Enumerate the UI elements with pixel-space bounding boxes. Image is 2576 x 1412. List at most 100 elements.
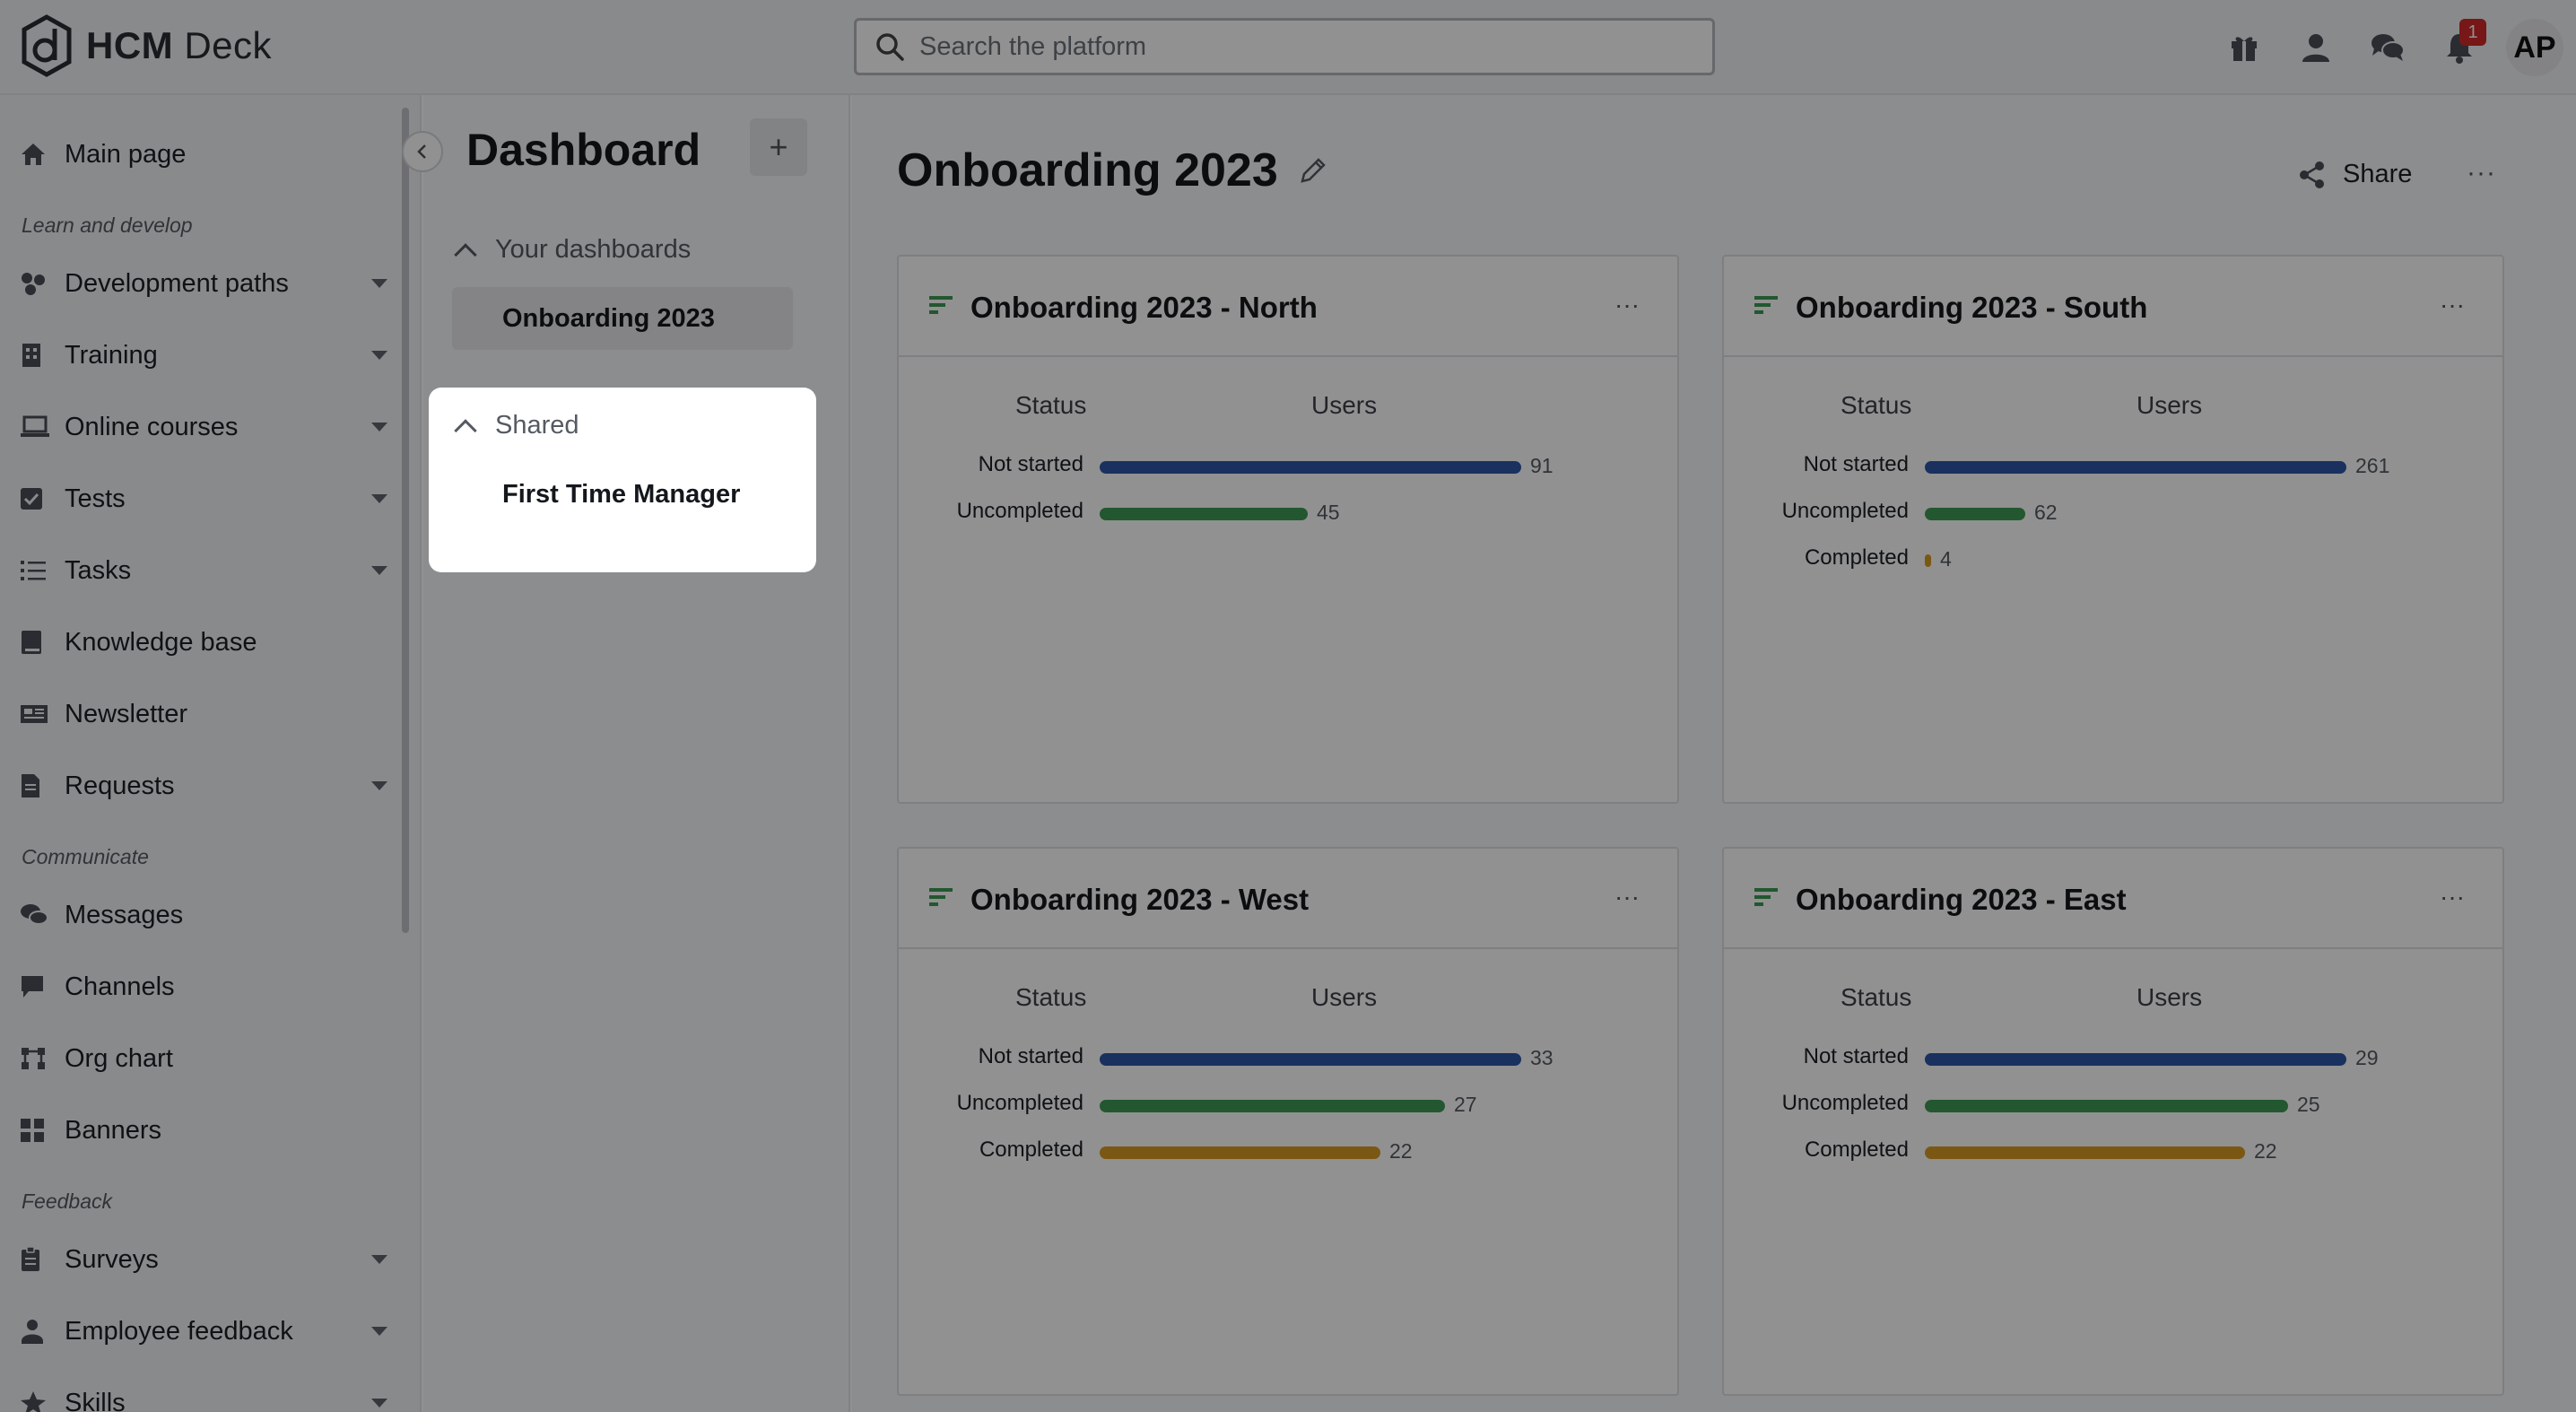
- chart-card-header: Onboarding 2023 - South ···: [1724, 257, 2502, 357]
- sidebar-item-label: Knowledge base: [65, 627, 257, 657]
- chart-ylabel: Status: [1841, 391, 1912, 419]
- logo-text: HCM Deck: [86, 24, 273, 66]
- top-icons: 1 AP: [2208, 0, 2576, 95]
- chart-card: Onboarding 2023 - South ··· Status Users Not…: [1722, 255, 2504, 804]
- chart-bar[interactable]: [1925, 508, 2025, 520]
- gift-button[interactable]: [2208, 12, 2280, 83]
- chart-value-label: 33: [1530, 1046, 1553, 1069]
- pencil-icon[interactable]: [1298, 155, 1328, 186]
- more-options-button[interactable]: ···: [2467, 158, 2496, 187]
- org-chart-icon: [22, 1048, 45, 1069]
- sidebar-item-label: Tests: [65, 484, 126, 513]
- sidebar-item-main-page[interactable]: Main page: [20, 129, 387, 179]
- sidebar-item-label: Skills: [65, 1388, 126, 1412]
- sidebar-item-skills[interactable]: Skills: [20, 1378, 387, 1412]
- sidebar-item-label: Tasks: [65, 555, 132, 585]
- chart-card-header: Onboarding 2023 - East ···: [1724, 849, 2502, 949]
- shared-dashboards-card: Shared First Time Manager: [429, 388, 816, 572]
- sidebar-item-employee-feedback[interactable]: Employee feedback: [20, 1306, 387, 1356]
- sidebar-item-org-chart[interactable]: Org chart: [20, 1033, 387, 1084]
- chart-category-label: Uncompleted: [956, 499, 1083, 523]
- chart-ylabel: Status: [1015, 983, 1087, 1011]
- chart-title: Onboarding 2023 - East: [1796, 883, 2127, 916]
- chart-row: Not started 261: [1724, 449, 2502, 484]
- sidebar-item-training[interactable]: Training: [20, 330, 387, 380]
- sidebar-item-online-courses[interactable]: Online courses: [20, 402, 387, 452]
- chevron-up-icon: [454, 242, 477, 266]
- bar-chart-icon: [929, 888, 953, 906]
- add-dashboard-button[interactable]: +: [750, 118, 807, 176]
- dashboard-item-onboarding-2023[interactable]: Onboarding 2023: [452, 287, 793, 350]
- chart-row: Uncompleted 62: [1724, 495, 2502, 531]
- chevron-down-icon: [371, 423, 387, 431]
- chart-ylabel: Status: [1841, 983, 1912, 1011]
- chart-category-label: Not started: [1803, 452, 1909, 476]
- user-icon: [2302, 34, 2329, 62]
- collapse-sidebar-button[interactable]: [402, 131, 443, 172]
- messages-button[interactable]: [2352, 12, 2424, 83]
- chart-bar[interactable]: [1100, 508, 1308, 520]
- training-icon: [22, 344, 40, 367]
- share-icon: [2300, 161, 2324, 188]
- chart-bar[interactable]: [1925, 461, 2346, 474]
- shared-toggle[interactable]: Shared: [450, 411, 579, 442]
- sidebar-item-label: Training: [65, 340, 158, 370]
- chart-card-header: Onboarding 2023 - North ···: [899, 257, 1677, 357]
- dashboard-item-first-time-manager[interactable]: First Time Manager: [502, 479, 741, 509]
- group-label: Shared: [495, 411, 579, 440]
- main-content: Onboarding 2023 Share ··· Onboarding 202…: [852, 95, 2576, 1412]
- chart-more-button[interactable]: ···: [2440, 291, 2465, 318]
- profile-button[interactable]: [2280, 12, 2352, 83]
- sidebar-item-tasks[interactable]: Tasks: [20, 545, 387, 596]
- chart-category-label: Completed: [1804, 545, 1909, 570]
- sidebar-item-knowledge-base[interactable]: Knowledge base: [20, 617, 387, 667]
- chevron-down-icon: [371, 1255, 387, 1264]
- chart-bar[interactable]: [1100, 1146, 1380, 1159]
- chart-value-label: 22: [1389, 1139, 1413, 1163]
- chart-more-button[interactable]: ···: [2440, 883, 2465, 911]
- chart-more-button[interactable]: ···: [1614, 291, 1640, 318]
- sidebar-item-label: Requests: [65, 771, 175, 800]
- search-box[interactable]: [854, 18, 1715, 75]
- chart-bar[interactable]: [1925, 1146, 2245, 1159]
- chart-row: Completed 22: [899, 1134, 1677, 1170]
- chart-more-button[interactable]: ···: [1614, 883, 1640, 911]
- chart-category-label: Not started: [1803, 1044, 1909, 1068]
- top-bar: HCM Deck: [0, 0, 2576, 95]
- sidebar-item-banners[interactable]: Banners: [20, 1105, 387, 1155]
- chart-bar[interactable]: [1100, 1053, 1521, 1066]
- app-logo[interactable]: HCM Deck: [20, 14, 272, 77]
- sidebar-item-channels[interactable]: Channels: [20, 962, 387, 1012]
- sidebar-item-requests[interactable]: Requests: [20, 761, 387, 811]
- sidebar-item-surveys[interactable]: Surveys: [20, 1234, 387, 1285]
- sidebar-scrollbar[interactable]: [402, 108, 409, 933]
- sidebar-item-label: Main page: [65, 139, 187, 169]
- page-title: Onboarding 2023: [897, 144, 1278, 196]
- search-input[interactable]: [919, 31, 1691, 62]
- bar-chart-icon: [929, 296, 953, 314]
- sidebar-item-tests[interactable]: Tests: [20, 474, 387, 524]
- sidebar: Main page Learn and develop Development …: [0, 95, 422, 1412]
- chart-bar[interactable]: [1925, 554, 1931, 567]
- chart-value-label: 91: [1530, 454, 1553, 477]
- chart-xlabel: Users: [2137, 983, 2203, 1011]
- chart-value-label: 29: [2355, 1046, 2379, 1069]
- chart-title: Onboarding 2023 - South: [1796, 291, 2148, 324]
- chart-bar[interactable]: [1925, 1100, 2288, 1112]
- chart-value-label: 27: [1454, 1093, 1477, 1116]
- chart-bar[interactable]: [1925, 1053, 2346, 1066]
- chart-category-label: Uncompleted: [956, 1091, 1083, 1115]
- sidebar-item-messages[interactable]: Messages: [20, 890, 387, 940]
- chart-xlabel: Users: [2137, 391, 2203, 419]
- share-button[interactable]: Share: [2298, 160, 2412, 189]
- notifications-button[interactable]: 1: [2424, 12, 2495, 83]
- your-dashboards-toggle[interactable]: Your dashboards: [450, 235, 691, 266]
- avatar[interactable]: AP: [2506, 19, 2563, 76]
- sidebar-item-development-paths[interactable]: Development paths: [20, 258, 387, 309]
- chart-bar[interactable]: [1100, 1100, 1445, 1112]
- chart-bar[interactable]: [1100, 461, 1521, 474]
- chart-row: Uncompleted 25: [1724, 1087, 2502, 1123]
- sidebar-item-newsletter[interactable]: Newsletter: [20, 689, 387, 739]
- chart-value-label: 45: [1317, 501, 1340, 524]
- chart-card: Onboarding 2023 - West ··· Status Users Not …: [897, 847, 1679, 1396]
